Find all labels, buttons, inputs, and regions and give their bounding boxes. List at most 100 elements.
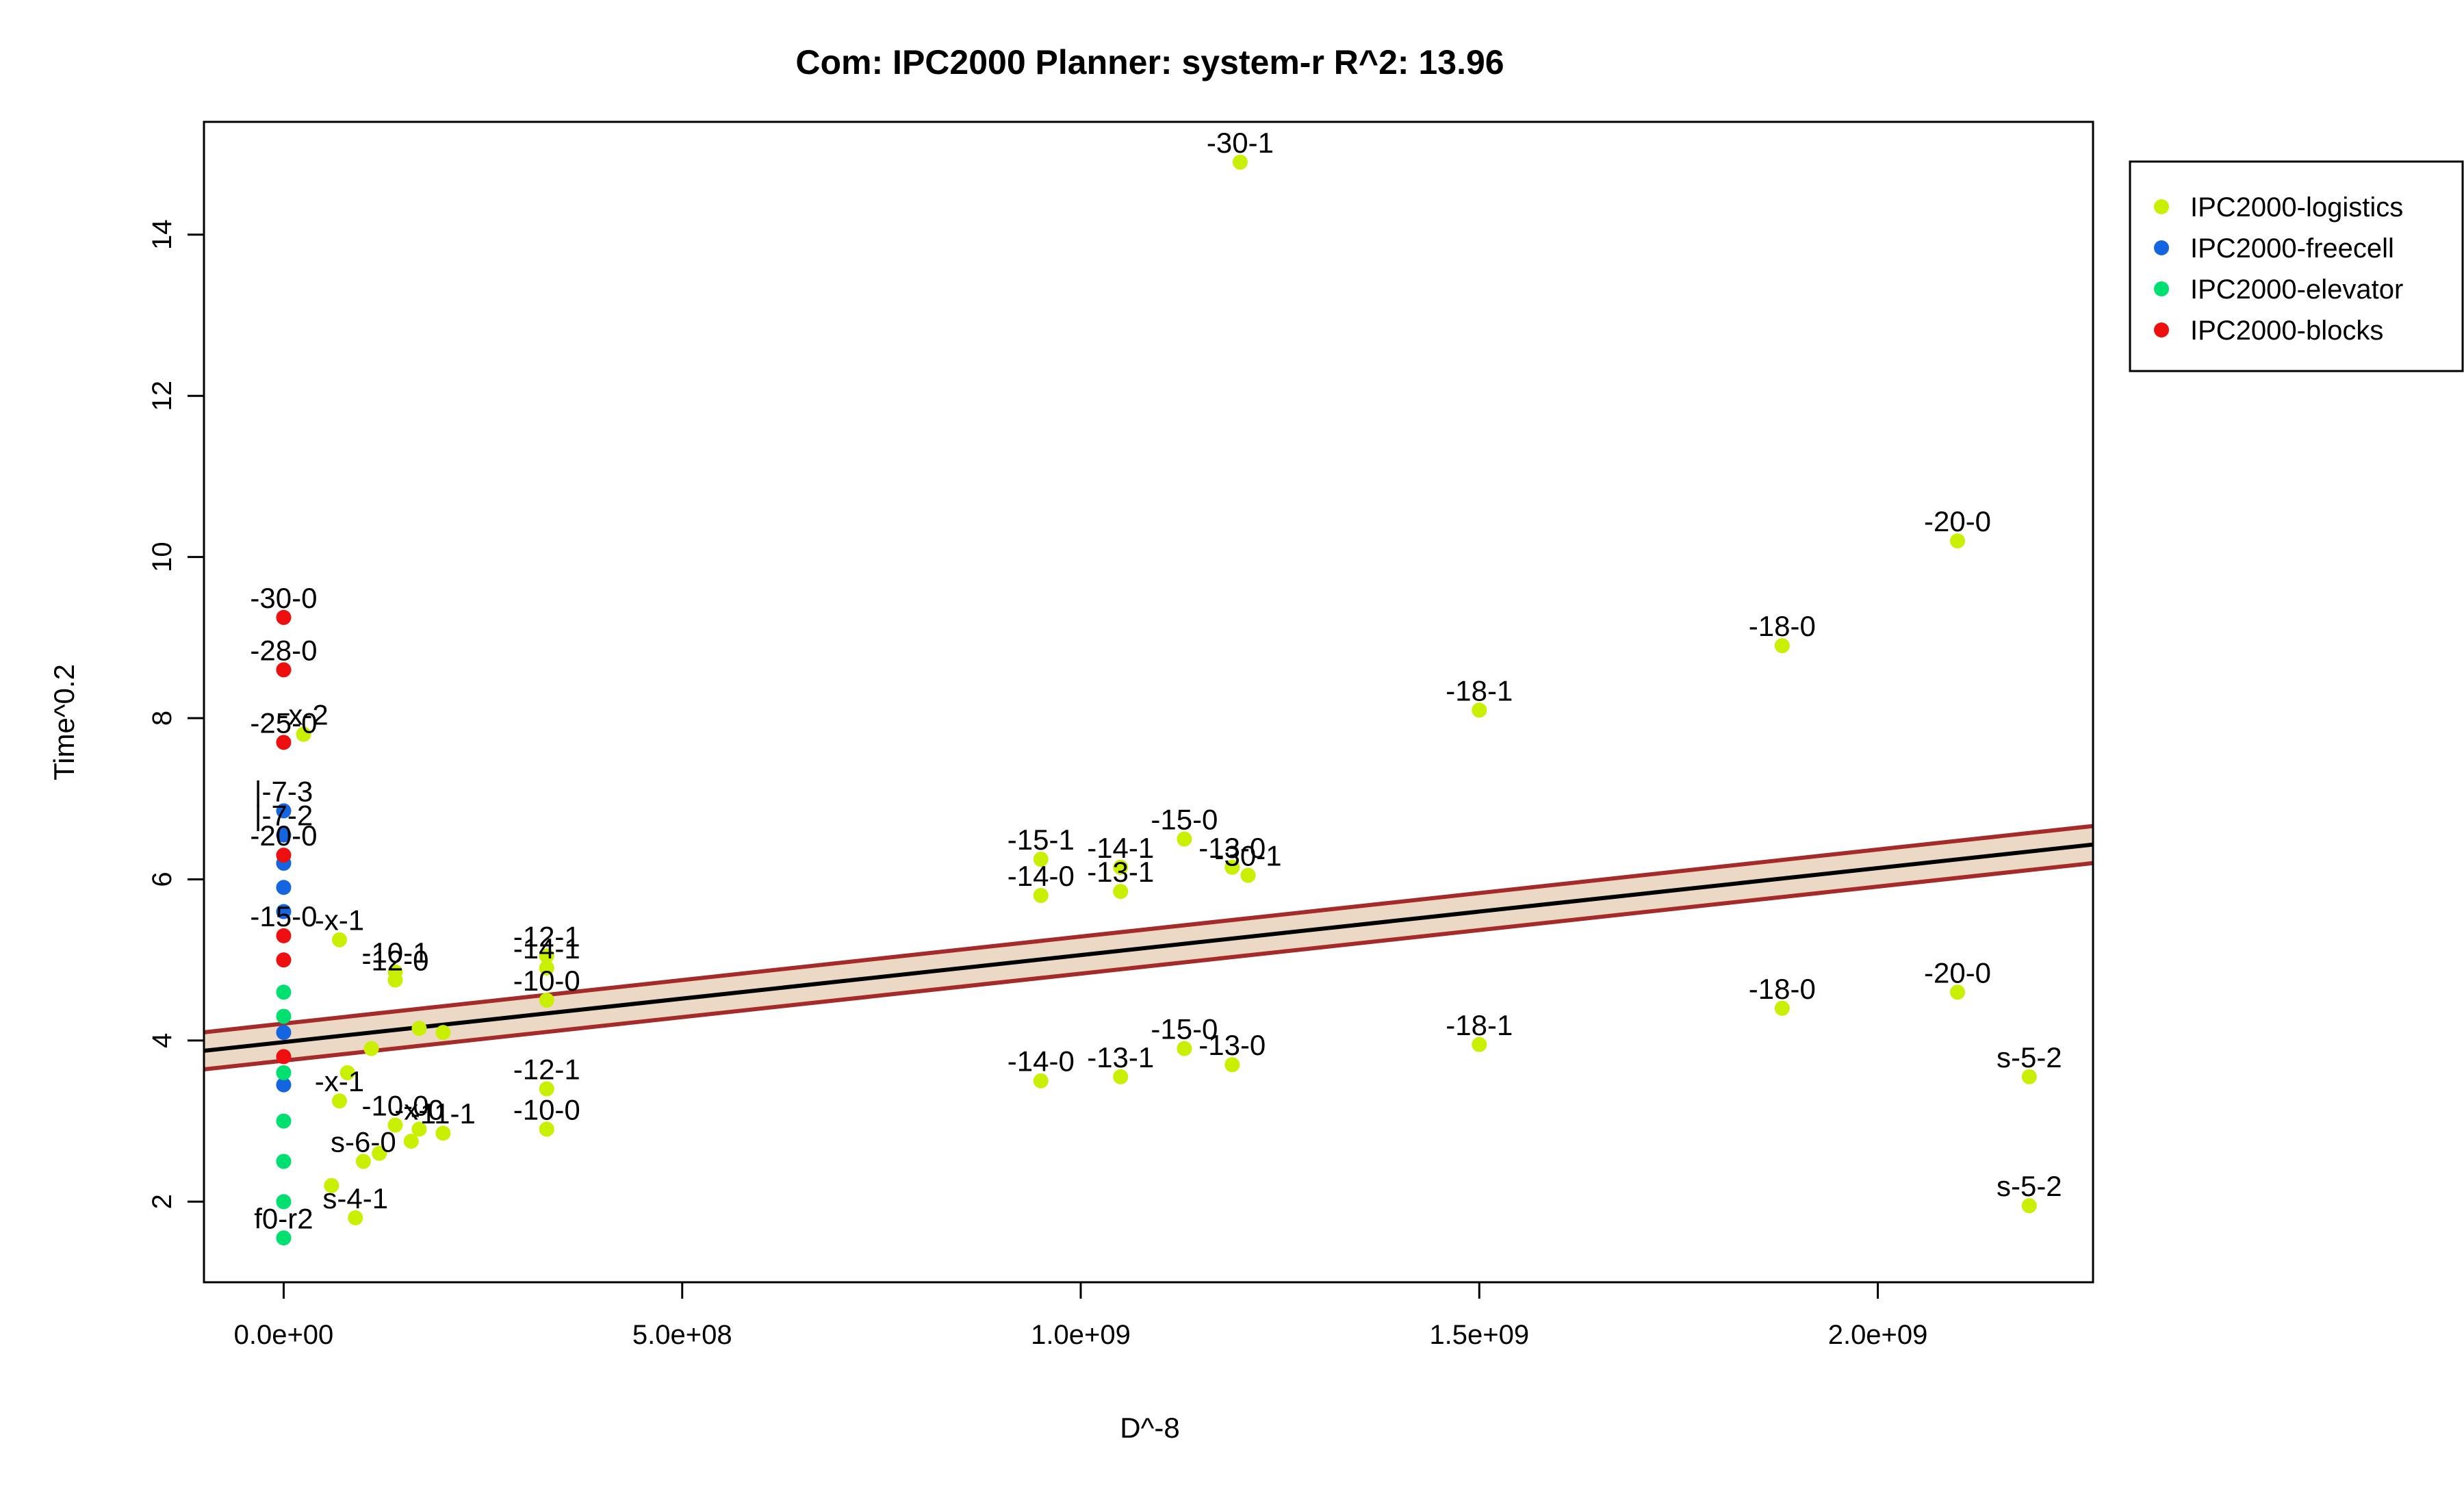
data-point	[387, 972, 403, 988]
data-point	[1113, 859, 1129, 875]
point-label: -18-1	[1446, 674, 1513, 707]
data-point	[276, 848, 292, 863]
point-label: -14-0	[1008, 1045, 1075, 1078]
data-point	[331, 932, 347, 947]
data-point	[276, 1230, 292, 1246]
data-point	[1177, 1041, 1192, 1056]
data-point	[324, 1178, 339, 1193]
data-point	[1113, 1069, 1129, 1084]
point-label: -30-0	[250, 582, 317, 614]
point-label: -28-0	[250, 634, 317, 666]
data-point	[1224, 1057, 1240, 1073]
point-label: -10-0	[361, 1089, 428, 1121]
point-label: -30-1	[1215, 840, 1282, 872]
point-label: -14-1	[513, 932, 580, 965]
x-tick-label: 2.0e+09	[1828, 1320, 1928, 1350]
data-point	[276, 904, 292, 919]
data-point	[1033, 1073, 1049, 1089]
data-point	[2021, 1198, 2037, 1214]
y-tick-label: 12	[147, 381, 177, 411]
plot-area: -30-1 -20-0 -18-0 -18-1 -15-0 -15-1 -14-1 -13-0…	[203, 120, 2094, 1284]
x-tick-label: 0.0e+00	[234, 1320, 334, 1350]
data-point	[1232, 154, 1248, 170]
legend-box	[2129, 160, 2464, 372]
data-point	[1472, 1036, 1487, 1052]
data-point	[1033, 888, 1049, 903]
data-point	[276, 1154, 292, 1169]
data-point	[435, 1125, 451, 1141]
fit-line	[204, 842, 2093, 1053]
point-label: -20-0	[250, 819, 317, 852]
data-point	[1774, 638, 1790, 654]
point-label: -30-1	[1207, 127, 1274, 159]
y-tick-label: 8	[147, 711, 177, 726]
data-point	[411, 1021, 427, 1036]
point-label: -14-1	[1087, 832, 1154, 864]
point-label: -18-0	[1749, 973, 1816, 1005]
point-label: -x-1	[315, 1065, 364, 1097]
point-label: s-5-2	[1997, 1170, 2062, 1202]
point-label: -x-0	[394, 1093, 444, 1125]
data-point	[355, 1154, 371, 1169]
data-point	[539, 1121, 554, 1137]
legend-entry: IPC2000-blocks	[2190, 316, 2383, 346]
data-point	[276, 662, 292, 678]
y-axis: 2 4 6 8 10 12 14	[147, 220, 205, 1209]
data-point	[276, 735, 292, 750]
point-label: -25-0	[250, 707, 317, 739]
legend-entry: IPC2000-logistics	[2190, 192, 2403, 222]
legend-marker	[2154, 199, 2169, 214]
data-point	[403, 1134, 419, 1149]
point-label: s-6-0	[331, 1125, 396, 1158]
data-point	[1033, 852, 1049, 867]
data-point	[1472, 702, 1487, 718]
x-axis: 0.0e+00 5.0e+08 1.0e+09 1.5e+09 2.0e+09	[234, 1281, 1928, 1350]
point-label: -13-0	[1198, 832, 1266, 864]
point-label: -x-1	[315, 904, 364, 937]
data-point	[1177, 831, 1192, 847]
data-point	[2021, 1069, 2037, 1084]
data-point	[331, 1093, 347, 1109]
point-label: |-7-3	[255, 775, 313, 807]
point-label: -20-0	[1924, 956, 1991, 989]
legend-marker	[2154, 281, 2169, 296]
data-point	[276, 1077, 292, 1093]
data-point	[539, 993, 554, 1008]
point-label: -13-1	[1087, 856, 1154, 888]
data-point	[348, 1210, 363, 1225]
point-label: -18-1	[1446, 1009, 1513, 1041]
data-point	[276, 984, 292, 1000]
point-label: -12-0	[361, 945, 428, 977]
data-point	[1950, 984, 1966, 1000]
data-point	[1774, 1000, 1790, 1016]
band-upper-line	[204, 824, 2093, 1034]
data-point	[276, 1113, 292, 1129]
data-point	[1240, 867, 1256, 883]
point-label: -14-0	[1008, 860, 1075, 892]
data-point	[276, 1194, 292, 1210]
data-point	[276, 609, 292, 625]
data-point	[276, 803, 292, 819]
point-label: -15-1	[1008, 824, 1075, 856]
point-label: -10-0	[513, 965, 580, 997]
point-label: -20-0	[1924, 505, 1991, 537]
point-label: -15-0	[1151, 804, 1218, 836]
legend-marker	[2154, 240, 2169, 255]
data-point	[435, 1025, 451, 1041]
y-axis-label: Time^0.2	[48, 664, 80, 780]
point-label: -18-0	[1749, 610, 1816, 642]
point-label: -10-1	[361, 937, 428, 969]
data-point	[276, 1065, 292, 1080]
legend: IPC2000-logistics IPC2000-freecell IPC2000…	[2129, 160, 2464, 372]
point-label: -15-0	[1151, 1013, 1218, 1045]
data-point	[276, 1008, 292, 1024]
legend-entry: IPC2000-freecell	[2190, 233, 2394, 264]
point-label: -11-1	[411, 1097, 476, 1130]
x-tick-label: 5.0e+08	[632, 1320, 732, 1350]
chart-title: Com: IPC2000 Planner: system-r R^2: 13.9…	[795, 43, 1504, 81]
data-point	[276, 1025, 292, 1041]
point-label: -12-1	[513, 1054, 580, 1086]
data-point	[296, 726, 311, 742]
y-tick-label: 4	[147, 1033, 177, 1048]
